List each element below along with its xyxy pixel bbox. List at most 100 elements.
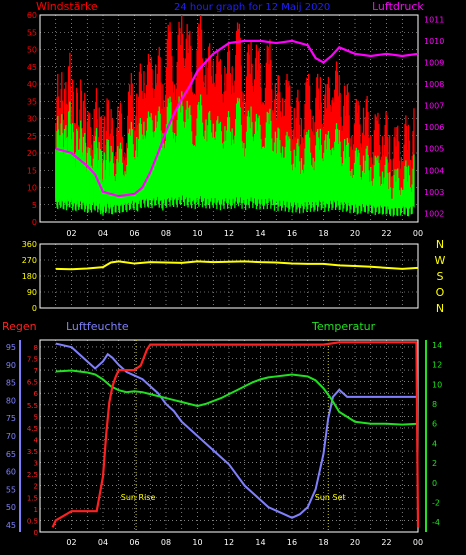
humidity-tick-label: 60 xyxy=(6,468,16,477)
top-y-right-tick-label: 1002 xyxy=(424,209,444,218)
bot-x-tick-label: 20 xyxy=(350,538,360,547)
temperature-tick-label: 4 xyxy=(432,439,437,448)
pressure-right-title: Luftdruck xyxy=(372,0,424,13)
rain-tick-label: 1 xyxy=(34,506,38,514)
bot-humidity-ticks: 45 50 55 60 65 70 75 80 85 90 95 xyxy=(6,340,21,532)
compass-letter: N xyxy=(436,238,444,251)
temperature-line xyxy=(55,369,419,426)
temperature-tick-label: -4 xyxy=(432,518,440,527)
bot-x-tick-label: 14 xyxy=(255,538,265,547)
humidity-tick-label: 85 xyxy=(6,379,16,388)
rain-tick-label: 0.5 xyxy=(27,517,38,525)
sun-marker-label: Sun Set xyxy=(315,493,346,502)
top-y-left-tick-label: 30 xyxy=(27,115,37,124)
top-x-tick-label: 06 xyxy=(129,229,139,238)
humidity-tick-label: 50 xyxy=(6,503,16,512)
top-x-tick-label: 08 xyxy=(161,229,171,238)
sun-marker-label: Sun Rise xyxy=(121,493,156,502)
bot-x-tick-label: 10 xyxy=(192,538,202,547)
temperature-tick-label: 12 xyxy=(432,361,442,370)
rain-humidity-temperature-panel: 0 0.5 1 1.5 2 2.5 3 3.5 4 4.5 5 5.5 6 6.5 7 7.5 8 45 50 55… xyxy=(6,339,442,547)
top-y-left-tick-label: 60 xyxy=(27,11,37,20)
humidity-tick-label: 90 xyxy=(6,361,16,370)
top-series xyxy=(55,15,419,217)
humidity-tick-label: 95 xyxy=(6,343,16,352)
top-y-left-tick-label: 40 xyxy=(27,80,37,89)
top-y-left-tick-label: 5 xyxy=(32,201,37,210)
bot-x-tick-label: 00 xyxy=(413,538,423,547)
top-y-left-ticks: 0 5 10 15 20 25 30 35 40 45 50 55 60 xyxy=(27,11,37,227)
sun-markers: Sun Rise Sun Set xyxy=(121,340,346,532)
rain-tick-label: 7.5 xyxy=(27,356,38,364)
rain-tick-label: 7 xyxy=(34,367,38,375)
humidity-tick-label: 75 xyxy=(6,414,16,423)
bot-series xyxy=(51,341,420,528)
top-x-tick-label: 04 xyxy=(98,229,108,238)
top-y-right-tick-label: 1008 xyxy=(424,80,444,89)
rain-tick-label: 2.5 xyxy=(27,471,38,479)
top-y-left-tick-label: 0 xyxy=(32,218,37,227)
top-y-left-tick-label: 45 xyxy=(27,63,37,72)
rain-tick-label: 6.5 xyxy=(27,379,38,387)
bot-x-tick-label: 04 xyxy=(98,538,108,547)
rain-title: Regen xyxy=(2,320,37,333)
top-x-tick-label: 22 xyxy=(381,229,391,238)
dir-tick-label: 90 xyxy=(27,288,37,297)
top-y-left-tick-label: 50 xyxy=(27,46,37,55)
pressure-line xyxy=(55,39,419,198)
top-y-left-tick-label: 20 xyxy=(27,149,37,158)
top-x-tick-label: 20 xyxy=(350,229,360,238)
temperature-tick-label: 0 xyxy=(432,479,437,488)
humidity-title: Luftfeuchte xyxy=(66,320,129,333)
temperature-title: Temperatur xyxy=(311,320,376,333)
temperature-tick-label: 2 xyxy=(432,459,437,468)
top-y-right-tick-label: 1006 xyxy=(424,123,444,132)
bot-rain-ticks: 0 0.5 1 1.5 2 2.5 3 3.5 4 4.5 5 5.5 6 6.5 7 7.5 8 xyxy=(27,344,39,537)
rain-tick-label: 5 xyxy=(34,413,38,421)
temperature-tick-label: 10 xyxy=(432,380,442,389)
bot-x-tick-label: 08 xyxy=(161,538,171,547)
compass-letter: N xyxy=(436,302,444,315)
top-y-left-tick-label: 55 xyxy=(27,28,37,37)
dir-tick-label: 270 xyxy=(22,256,37,265)
temperature-tick-label: 6 xyxy=(432,420,437,429)
humidity-tick-label: 80 xyxy=(6,396,16,405)
top-y-right-tick-label: 1010 xyxy=(424,37,444,46)
dir-series xyxy=(55,260,419,271)
graph-title: 24 hour graph for 12 Maij 2020 xyxy=(174,2,330,13)
wind-left-title: Windstärke xyxy=(36,0,98,13)
top-y-right-tick-label: 1004 xyxy=(424,166,444,175)
top-x-tick-label: 00 xyxy=(413,229,423,238)
top-y-left-tick-label: 10 xyxy=(27,184,37,193)
dir-grid xyxy=(40,243,418,309)
top-x-ticks: 02 04 06 08 10 12 14 16 18 20 22 00 xyxy=(66,229,423,238)
top-x-tick-label: 02 xyxy=(66,229,76,238)
dir-tick-label: 180 xyxy=(22,272,37,281)
temperature-tick-label: -2 xyxy=(432,498,440,507)
rain-tick-label: 1.5 xyxy=(27,494,38,502)
compass-letter: O xyxy=(436,286,445,299)
top-y-right-tick-label: 1009 xyxy=(424,58,444,67)
top-y-right-ticks: 1002 1003 1004 1005 1006 1007 1008 1009 1010 1011 xyxy=(424,15,444,218)
bot-x-tick-label: 16 xyxy=(287,538,297,547)
rain-tick-label: 4 xyxy=(34,436,39,444)
bot-x-tick-label: 12 xyxy=(224,538,234,547)
rain-tick-label: 3.5 xyxy=(27,448,38,456)
bot-x-tick-label: 06 xyxy=(129,538,139,547)
dir-y-ticks: 0 90 180 270 360 xyxy=(22,240,37,313)
rain-tick-label: 0 xyxy=(34,529,38,537)
humidity-tick-label: 70 xyxy=(6,432,16,441)
compass-letter: W xyxy=(435,254,446,267)
dir-tick-label: 0 xyxy=(32,304,37,313)
top-x-tick-label: 18 xyxy=(318,229,328,238)
bot-x-ticks: 02 04 06 08 10 12 14 16 18 20 22 00 xyxy=(66,538,423,547)
humidity-tick-label: 55 xyxy=(6,485,16,494)
bot-x-tick-label: 02 xyxy=(66,538,76,547)
temperature-tick-label: 14 xyxy=(432,341,442,350)
top-x-tick-label: 14 xyxy=(255,229,265,238)
